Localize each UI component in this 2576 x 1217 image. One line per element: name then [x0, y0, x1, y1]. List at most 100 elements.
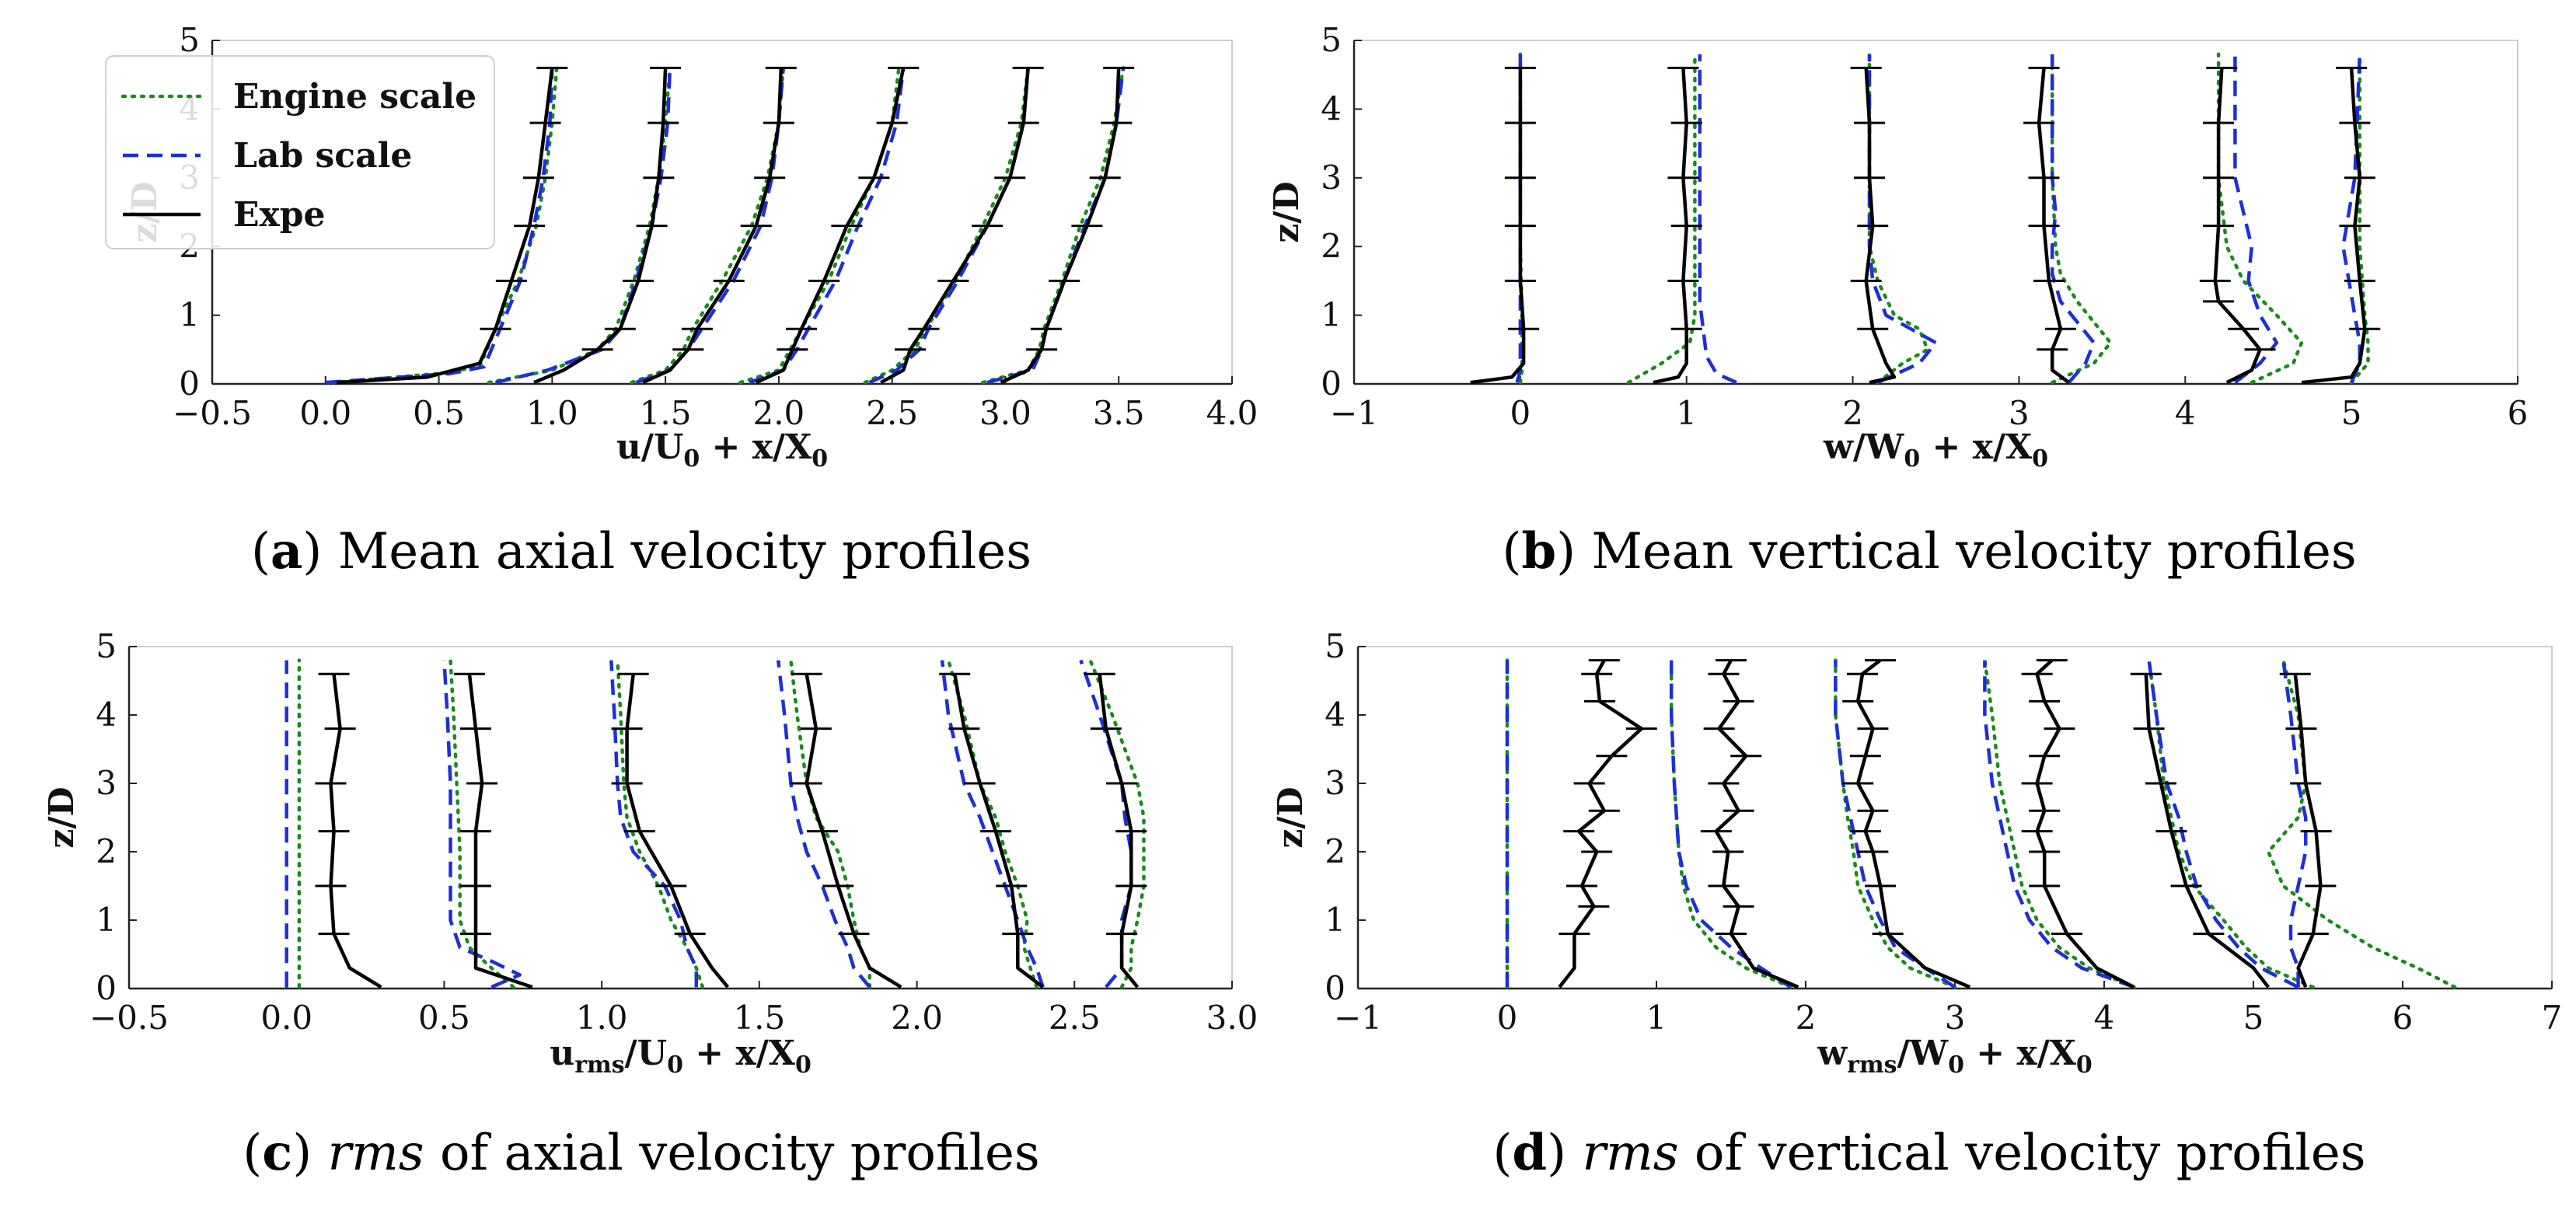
- x-tick-label: 5: [2341, 394, 2362, 432]
- expe-profile-5: [2144, 674, 2270, 989]
- lab-scale-profile-4: [749, 68, 906, 385]
- x-tick-label: −1: [1334, 999, 1382, 1037]
- y-axis-label: z/D: [1271, 786, 1311, 848]
- x-tick-label: −0.5: [89, 999, 169, 1037]
- legend-label: Lab scale: [233, 136, 412, 176]
- lab-scale-profile-5: [2147, 660, 2299, 989]
- y-tick-label: 5: [96, 627, 117, 665]
- y-tick-label: 1: [1325, 901, 1346, 939]
- lab-scale-profile-5: [940, 660, 1045, 988]
- expe-profile-5: [952, 673, 1045, 989]
- lab-scale-profile-6: [1079, 659, 1133, 989]
- engine-scale-profile-5: [2216, 52, 2304, 385]
- y-tick-label: 2: [96, 832, 117, 870]
- lab-scale-profile-4: [2050, 54, 2096, 384]
- engine-scale-profile-5: [2147, 658, 2316, 989]
- legend-label: Engine scale: [233, 77, 476, 117]
- y-tick-label: 1: [96, 901, 117, 939]
- caption-c: (c) rms of axial velocity profiles: [243, 1124, 1040, 1182]
- x-tick-label: 6: [2508, 394, 2529, 432]
- y-axis-label: z/D: [42, 786, 82, 848]
- expe-profile-2: [1714, 659, 1799, 989]
- panel-c-chart: −0.5 0.0 0.5 1.0 1.5 2.0 2.5 3.0 0 1 2 3 4 5 urms​/U0​…: [42, 627, 1258, 1079]
- engine-scale-profile-5: [863, 66, 1030, 385]
- x-tick-label: −0.5: [173, 394, 252, 432]
- y-tick-label: 4: [1321, 89, 1342, 127]
- x-tick-label: 0: [1497, 999, 1518, 1037]
- lab-scale-profile-3: [1867, 54, 1938, 385]
- x-tick-label: 3.5: [1093, 394, 1145, 432]
- lab-scale-profile-3: [609, 660, 699, 988]
- lab-scale-profile-2: [1698, 54, 1737, 385]
- x-tick-label: 0: [1510, 394, 1531, 432]
- y-tick-label: 4: [1325, 696, 1346, 734]
- engine-scale-profile-3: [1834, 658, 1957, 989]
- x-tick-label: 4: [2175, 394, 2196, 432]
- lab-scale-profile-2: [442, 660, 522, 989]
- y-tick-label: 1: [179, 296, 200, 334]
- engine-scale-profile-2: [449, 658, 515, 989]
- y-tick-label: 2: [1321, 227, 1342, 265]
- y-tick-label: 0: [1321, 364, 1342, 403]
- lab-scale-profile-3: [1834, 660, 1956, 989]
- legend-label: Expe: [233, 195, 326, 235]
- y-tick-label: 3: [1325, 764, 1346, 802]
- expe-profile-2: [467, 673, 533, 989]
- engine-scale-profile-3: [1867, 52, 1930, 385]
- legend: Engine scale Lab scale Expe: [105, 55, 495, 249]
- x-tick-label: 0.5: [418, 999, 470, 1037]
- engine-scale-profile-6: [2266, 658, 2457, 989]
- expe-profile-1: [329, 673, 382, 989]
- panel-a-chart: −0.50.00.51.01.52.02.53.03.54.0012345u/U…: [125, 21, 1258, 473]
- plot-frame: [1357, 646, 2553, 989]
- lab-scale-profile-5: [2233, 54, 2279, 384]
- y-tick-label: 5: [179, 21, 200, 59]
- x-tick-label: 2.0: [752, 394, 805, 432]
- x-tick-label: 2: [1796, 999, 1817, 1037]
- x-tick-label: 1.0: [526, 394, 578, 432]
- expe-profile-5: [2213, 68, 2262, 385]
- expe-profile-5: [880, 68, 1030, 385]
- x-tick-label: 4: [2094, 999, 2115, 1037]
- engine-scale-profile-4: [2050, 52, 2113, 385]
- x-axis-label: w/W0​ + x/X0​: [1823, 427, 2048, 473]
- x-tick-label: 1.5: [733, 999, 785, 1037]
- x-tick-label: 7: [2542, 999, 2563, 1037]
- engine-scale-profile-4: [789, 658, 872, 989]
- x-axis-label: u/U0​ + x/X0​: [616, 427, 828, 473]
- y-tick-label: 4: [96, 696, 117, 734]
- x-tick-label: 2.5: [866, 394, 918, 432]
- engine-scale-profile-4: [1983, 658, 2136, 989]
- x-tick-label: 3: [1945, 999, 1966, 1037]
- y-tick-label: 1: [1321, 296, 1342, 334]
- y-tick-label: 3: [1321, 159, 1342, 197]
- x-tick-label: 4.0: [1206, 394, 1258, 432]
- expe-profile-6: [2293, 673, 2323, 989]
- x-tick-label: −1: [1330, 394, 1378, 432]
- x-tick-label: 0.5: [413, 394, 465, 432]
- x-tick-label: 3.0: [1206, 999, 1258, 1037]
- engine-scale-profile-6: [1088, 658, 1146, 989]
- x-tick-label: 0.0: [299, 394, 351, 432]
- x-tick-label: 2: [1842, 394, 1863, 432]
- caption-d: (d) rms of vertical velocity profiles: [1492, 1124, 2366, 1182]
- x-tick-label: 1: [1646, 999, 1667, 1037]
- legend-box: [105, 55, 495, 249]
- caption-a: (a) Mean axial velocity profiles: [250, 522, 1032, 581]
- expe-profile-3: [625, 673, 730, 989]
- x-tick-label: 1.5: [640, 394, 692, 432]
- y-tick-label: 0: [179, 364, 200, 403]
- expe-profile-3: [1855, 658, 1971, 989]
- lab-scale-profile-6: [2281, 660, 2308, 988]
- plot-frame: [1353, 40, 2518, 385]
- y-tick-label: 5: [1321, 21, 1342, 59]
- lab-scale-profile-6: [986, 68, 1126, 385]
- y-tick-label: 3: [96, 764, 117, 802]
- x-tick-label: 5: [2243, 999, 2264, 1037]
- x-tick-label: 2.5: [1049, 999, 1101, 1037]
- lab-scale-profile-4: [776, 660, 871, 989]
- engine-scale-profile-2: [1626, 52, 1697, 385]
- y-tick-label: 5: [1325, 627, 1346, 665]
